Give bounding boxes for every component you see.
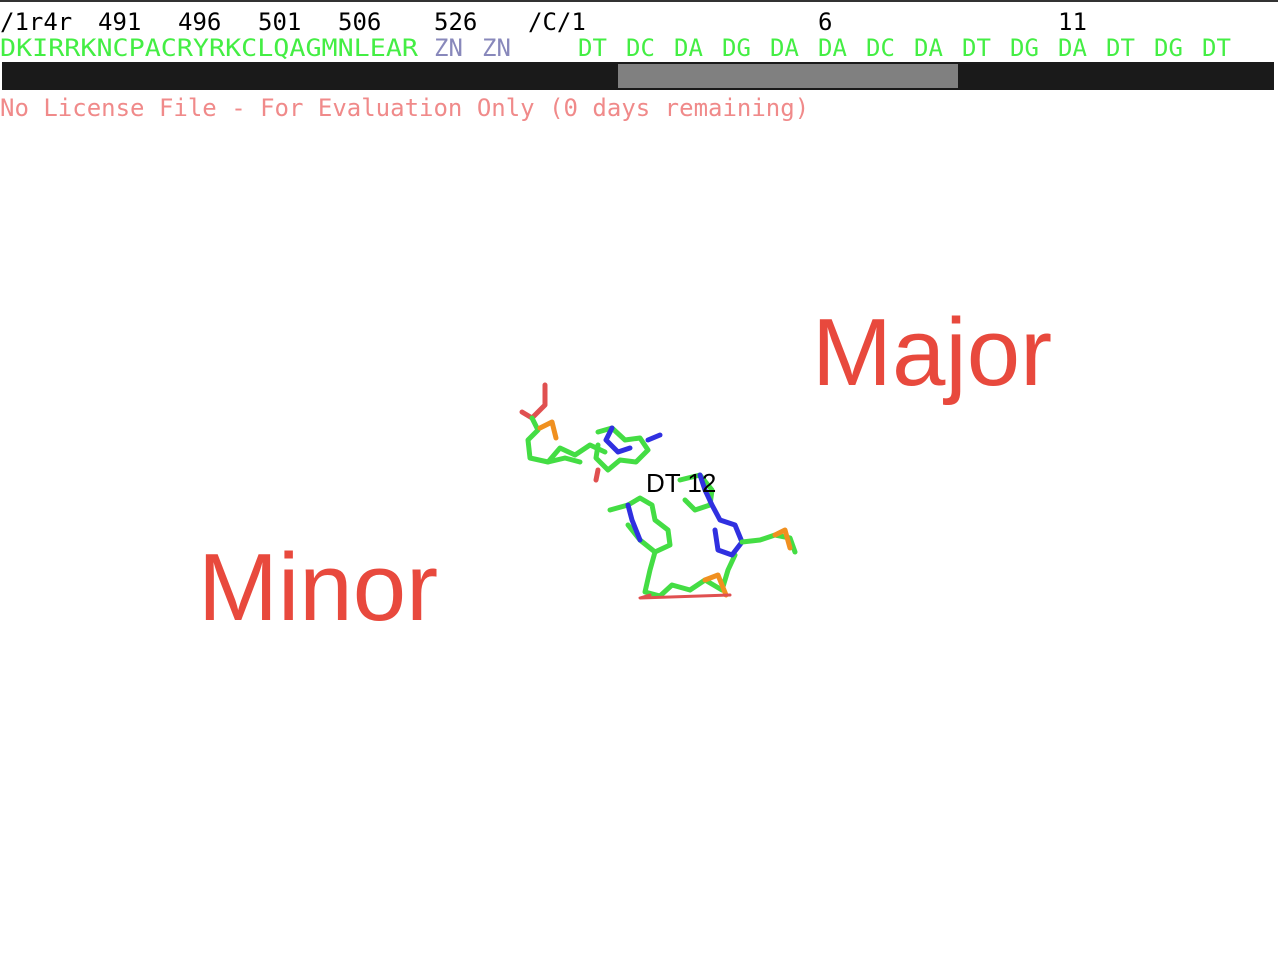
dna-residue[interactable]: DT — [962, 34, 991, 62]
groove-label: Minor — [198, 534, 438, 641]
groove-label: Major — [812, 299, 1052, 406]
residue-number: 11 — [1058, 8, 1087, 36]
ligand: ZN — [434, 34, 463, 62]
dna-residue[interactable]: DT — [1202, 34, 1231, 62]
dna-residue[interactable]: DG — [1010, 34, 1039, 62]
dna-residue[interactable]: DT — [1106, 34, 1135, 62]
molecule — [519, 382, 798, 600]
dna-residue[interactable]: DG — [1154, 34, 1183, 62]
sequence-viewer: /1r4r 491 496 501 506 526/C/1 6 11 DKIRRKNCPACRY… — [0, 8, 1231, 62]
residue-number: 501 — [258, 8, 301, 36]
dna-residue[interactable]: DA — [1058, 34, 1087, 62]
residue-number: 6 — [818, 8, 832, 36]
dna-residue[interactable]: DA — [674, 34, 703, 62]
dna-residue[interactable]: DA — [770, 34, 799, 62]
residue-number: 506 — [338, 8, 381, 36]
atom-label: DT 12 — [646, 468, 716, 498]
ligand: ZN — [482, 34, 511, 62]
dna-residue[interactable]: DC — [626, 34, 655, 62]
dna-residue[interactable]: DA — [818, 34, 847, 62]
dna-residue[interactable]: DG — [722, 34, 751, 62]
dna-residue[interactable]: DC — [866, 34, 895, 62]
residue-number: 491 — [98, 8, 141, 36]
residue-number: 526 — [434, 8, 477, 36]
protein-sequence: DKIRRKNCPACRYRKCLQAGMNLEAR — [0, 34, 419, 62]
license-message: No License File - For Evaluation Only (0… — [0, 94, 809, 122]
scroll-thumb[interactable] — [618, 64, 958, 88]
dna-residue[interactable]: DA — [914, 34, 943, 62]
residue-number: /1r4r — [0, 8, 72, 36]
dna-residue[interactable]: DT — [578, 34, 607, 62]
residue-number: /C/1 — [528, 8, 586, 36]
residue-number: 496 — [178, 8, 221, 36]
